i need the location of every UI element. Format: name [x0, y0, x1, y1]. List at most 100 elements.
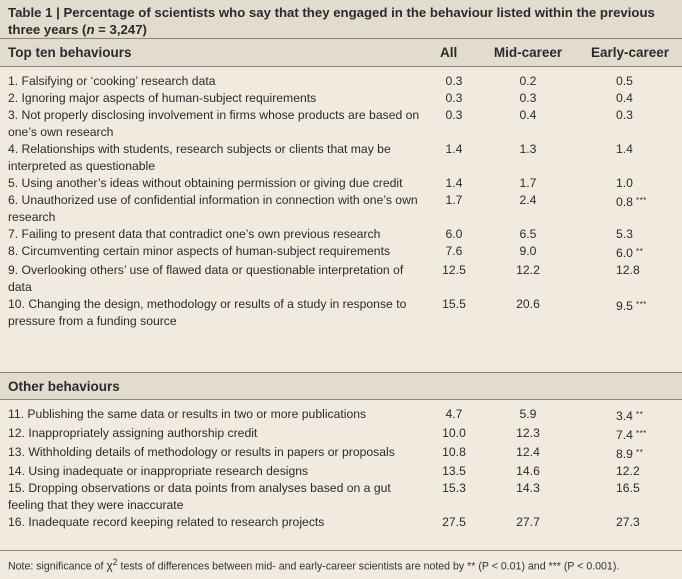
table-row: 13. Withholding details of methodology o…	[0, 444, 682, 463]
cell-mid-career: 12.4	[516, 445, 540, 459]
row-label: 10. Changing the design, methodology or …	[8, 297, 407, 328]
cell-all: 7.6	[445, 244, 463, 258]
note-and: and	[524, 560, 549, 573]
early-career-value: 5.3	[616, 227, 633, 241]
column-header-mid-career: Mid-career	[493, 45, 563, 60]
cell-mid-career: 27.7	[516, 515, 540, 529]
cell-all: 10.8	[442, 445, 466, 459]
cell-early-career: 0.4	[578, 90, 682, 107]
table-row: 7. Failing to present data that contradi…	[0, 226, 682, 243]
table-row: 5. Using another’s ideas without obtaini…	[0, 175, 682, 192]
table-caption: Table 1 | Percentage of scientists who s…	[0, 0, 682, 39]
caption-text: Percentage of scientists who say that th…	[8, 5, 655, 37]
cell-early-career: 0.8 ***	[578, 192, 682, 226]
caption-tag: Table 1	[8, 5, 53, 20]
cell-mid-career: 0.4	[519, 108, 537, 122]
cell-all: 0.3	[445, 91, 463, 105]
table-note: Note: significance of χ2 tests of differ…	[0, 550, 682, 579]
cell-all: 15.3	[442, 481, 466, 495]
row-label: 8. Circumventing certain minor aspects o…	[8, 244, 391, 258]
section-header-top: Top ten behaviours All Mid-career Early-…	[0, 39, 682, 67]
significance-marker: ***	[635, 300, 647, 309]
cell-mid-career: 9.0	[519, 244, 537, 258]
early-career-value: 8.9	[616, 447, 633, 461]
note-sig-3: *** (P < 0.001)	[548, 560, 617, 573]
row-label: 6. Unauthorized use of confidential info…	[8, 193, 418, 224]
early-career-value: 9.5	[616, 299, 633, 313]
cell-early-career: 6.0 **	[578, 243, 682, 262]
table-row: 9. Overlooking others’ use of flawed dat…	[0, 262, 682, 296]
cell-early-career: 9.5 ***	[578, 296, 682, 330]
row-label: 11. Publishing the same data or results …	[8, 407, 367, 421]
note-sig-2: ** (P < 0.01)	[467, 560, 525, 573]
cell-mid-career: 1.3	[519, 142, 537, 156]
row-label: 14. Using inadequate or inappropriate re…	[8, 464, 309, 478]
table-row: 6. Unauthorized use of confidential info…	[0, 192, 682, 226]
early-career-value: 1.4	[616, 142, 633, 156]
cell-early-career: 0.5	[578, 73, 682, 90]
section-header-other: Other behaviours	[0, 372, 682, 400]
row-label: 3. Not properly disclosing involvement i…	[8, 108, 420, 139]
row-label: 15. Dropping observations or data points…	[8, 481, 391, 512]
cell-all: 1.4	[445, 142, 463, 156]
table-row: 3. Not properly disclosing involvement i…	[0, 107, 682, 141]
row-label: 4. Relationships with students, research…	[8, 142, 391, 173]
table-row: 1. Falsifying or ‘cooking’ research data…	[0, 73, 682, 90]
early-career-value: 12.2	[616, 464, 640, 478]
note-chi: χ	[106, 558, 113, 573]
section-title-other: Other behaviours	[8, 378, 120, 394]
early-career-value: 1.0	[616, 176, 633, 190]
row-label: 5. Using another’s ideas without obtaini…	[8, 176, 403, 190]
cell-mid-career: 12.2	[516, 263, 540, 277]
early-career-value: 0.3	[616, 108, 633, 122]
cell-mid-career: 12.3	[516, 426, 540, 440]
cell-early-career: 1.0	[578, 175, 682, 192]
note-mid: tests of differences between mid- and ea…	[117, 560, 468, 573]
significance-marker: ***	[635, 429, 647, 438]
table-row: 12. Inappropriately assigning authorship…	[0, 425, 682, 444]
row-label: 16. Inadequate record keeping related to…	[8, 515, 325, 529]
cell-mid-career: 14.6	[516, 464, 540, 478]
cell-early-career: 27.3	[578, 514, 682, 531]
cell-all: 0.3	[445, 108, 463, 122]
table-row: 16. Inadequate record keeping related to…	[0, 514, 682, 531]
cell-early-career: 1.4	[578, 141, 682, 175]
note-chi-superscript: 2	[112, 557, 118, 567]
cell-early-career: 16.5	[578, 480, 682, 514]
cell-early-career: 8.9 **	[578, 444, 682, 463]
early-career-value: 0.8	[616, 195, 633, 209]
table-row: 10. Changing the design, methodology or …	[0, 296, 682, 330]
cell-all: 6.0	[445, 227, 463, 241]
cell-mid-career: 5.9	[519, 407, 537, 421]
row-label: 2. Ignoring major aspects of human-subje…	[8, 91, 317, 105]
significance-marker: **	[635, 247, 644, 256]
top-behaviours-body: 1. Falsifying or ‘cooking’ research data…	[0, 67, 682, 372]
cell-early-career: 3.4 **	[578, 406, 682, 425]
table-row: 11. Publishing the same data or results …	[0, 406, 682, 425]
cell-early-career: 7.4 ***	[578, 425, 682, 444]
row-label: 1. Falsifying or ‘cooking’ research data	[8, 74, 216, 88]
cell-all: 15.5	[442, 297, 466, 311]
cell-mid-career: 0.3	[519, 91, 537, 105]
cell-mid-career: 0.2	[519, 74, 537, 88]
early-career-value: 0.5	[616, 74, 633, 88]
table-row: 2. Ignoring major aspects of human-subje…	[0, 90, 682, 107]
cell-all: 1.7	[445, 193, 463, 207]
early-career-value: 3.4	[616, 409, 633, 423]
cell-all: 27.5	[442, 515, 466, 529]
cell-mid-career: 2.4	[519, 193, 537, 207]
cell-mid-career: 20.6	[516, 297, 540, 311]
early-career-value: 27.3	[616, 515, 640, 529]
column-header-early-career: Early-career	[590, 45, 670, 60]
note-lead: Note: significance of	[8, 560, 107, 573]
caption-separator: |	[52, 5, 64, 20]
early-career-value: 0.4	[616, 91, 633, 105]
cell-all: 13.5	[442, 464, 466, 478]
top-behaviours-rows: 1. Falsifying or ‘cooking’ research data…	[0, 67, 682, 330]
column-header-all: All	[440, 45, 458, 60]
caption-n-value: = 3,247)	[94, 22, 147, 37]
table-row: 15. Dropping observations or data points…	[0, 480, 682, 514]
cell-all: 12.5	[442, 263, 466, 277]
cell-early-career: 0.3	[578, 107, 682, 141]
